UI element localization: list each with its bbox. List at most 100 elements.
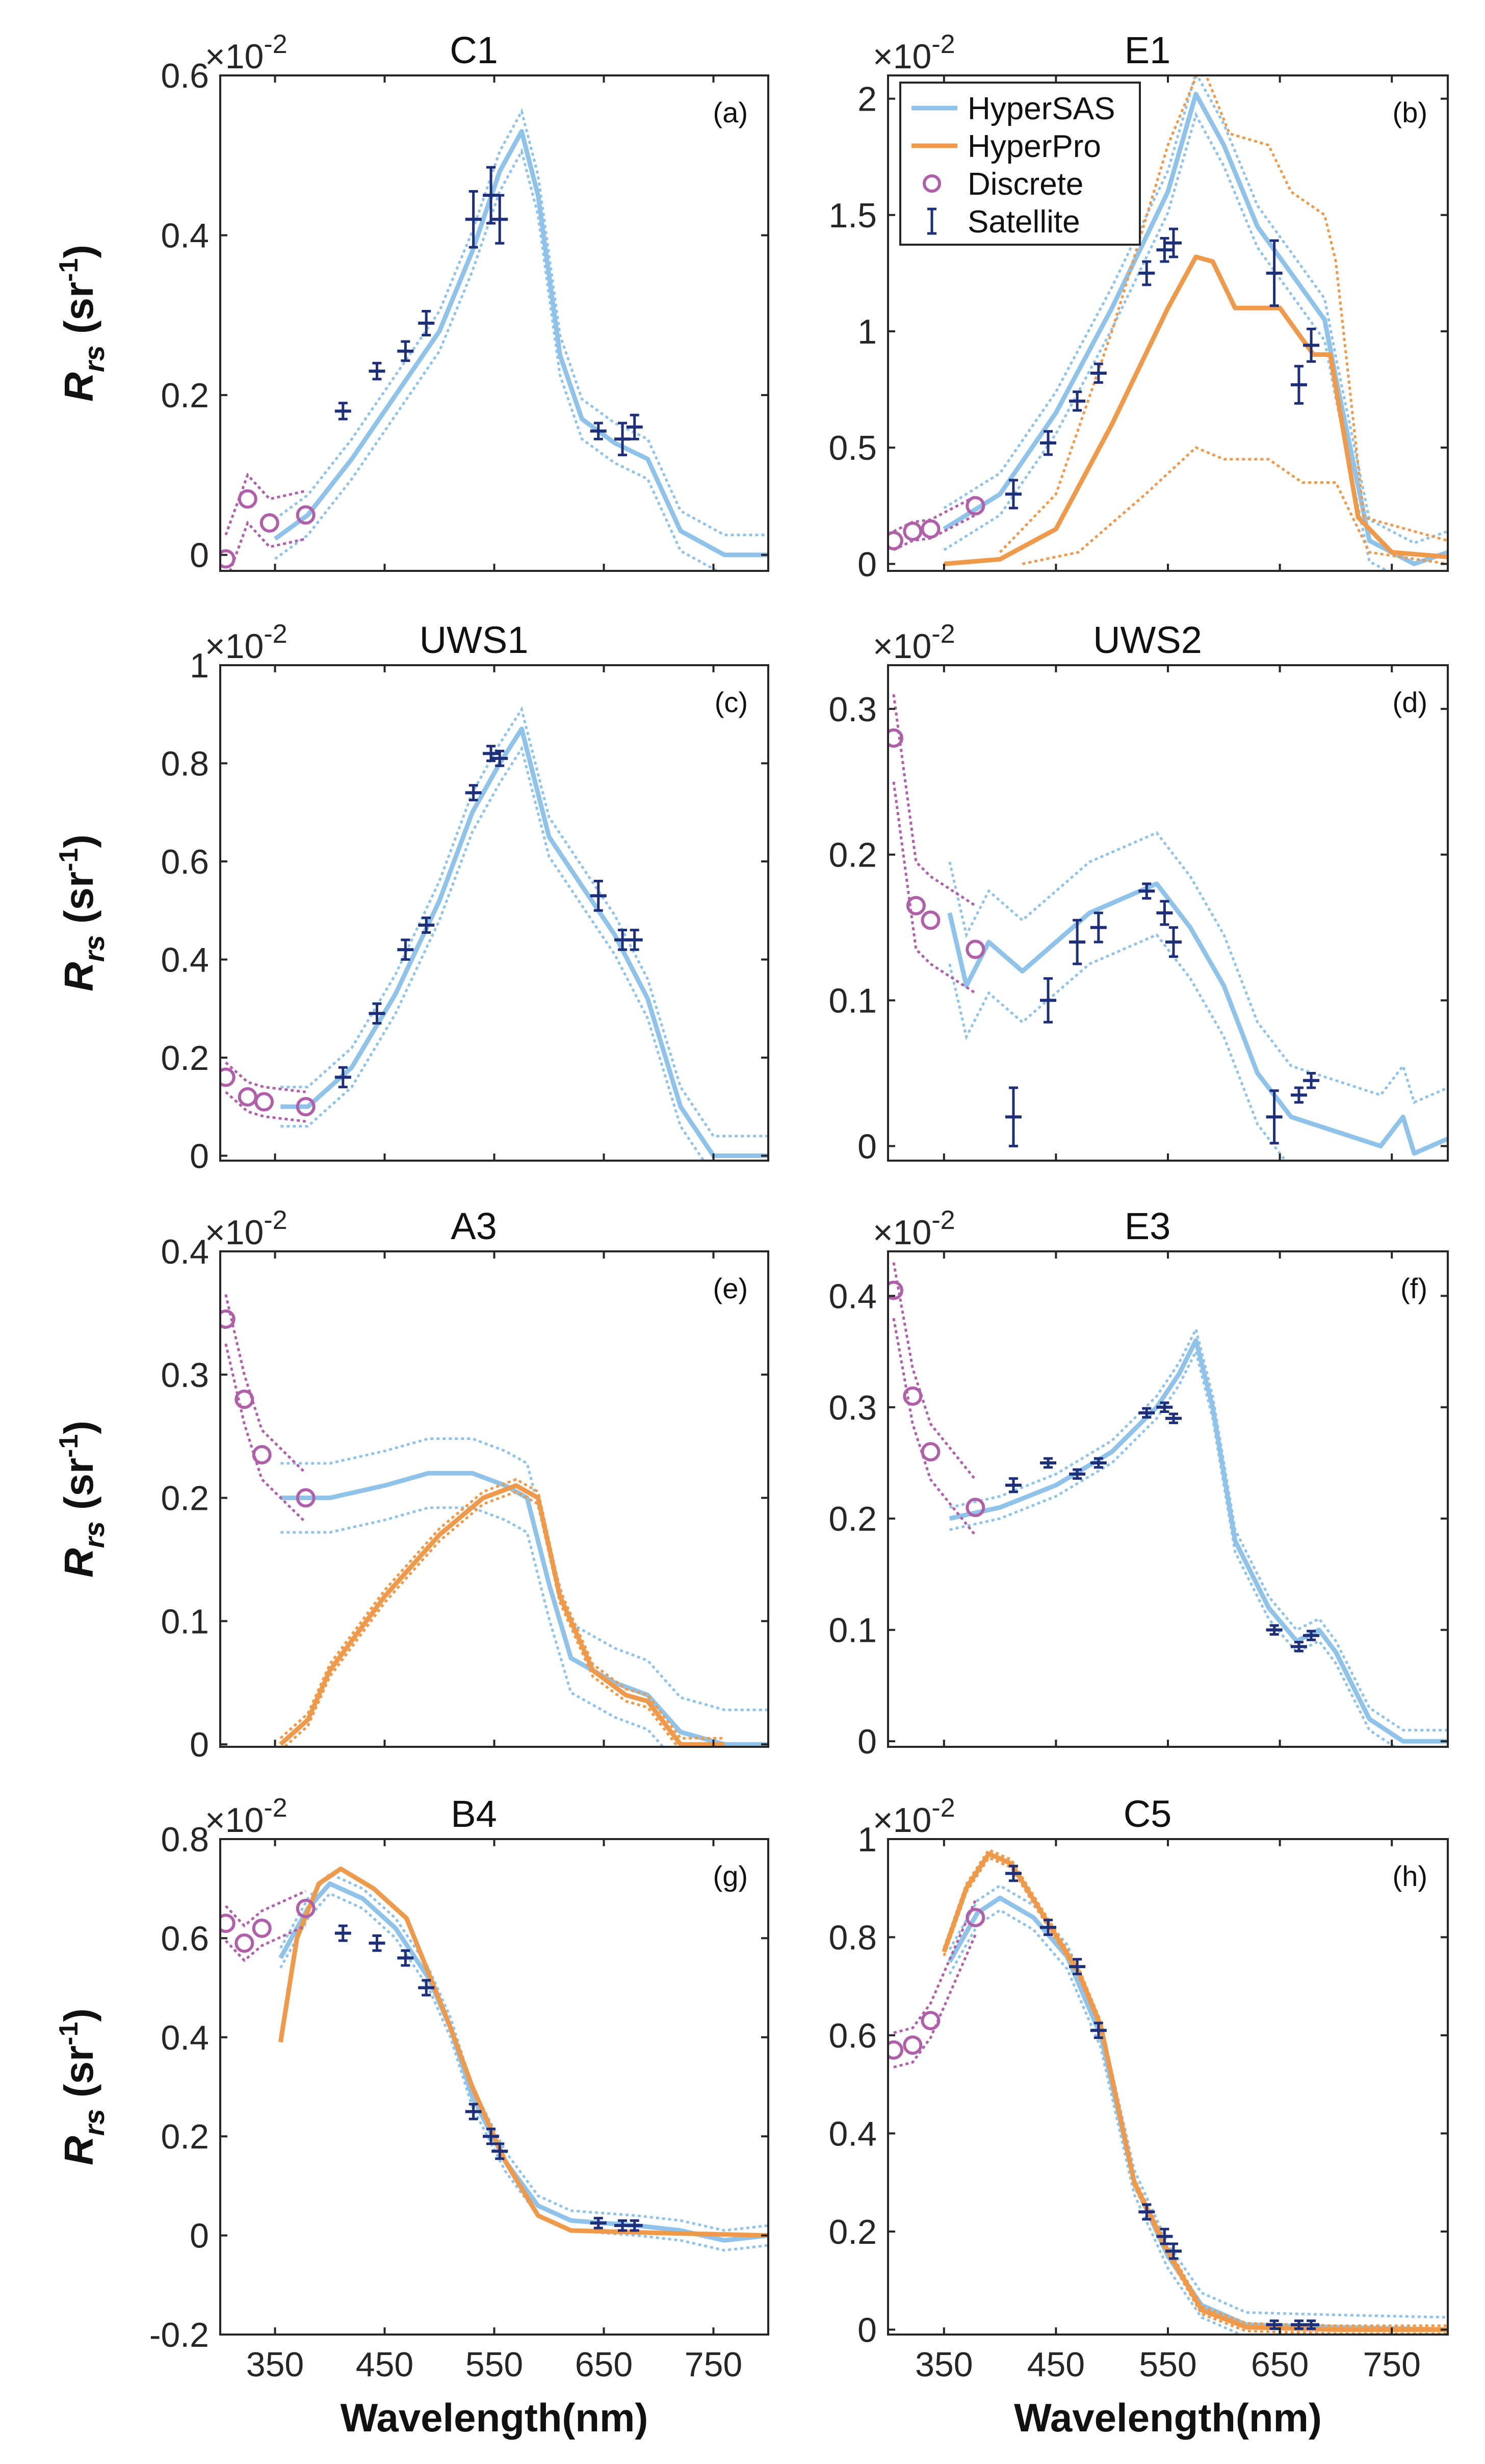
discrete-lower-line (224, 1924, 306, 1962)
satellite-point (1005, 1865, 1022, 1882)
discrete-point (252, 1918, 272, 1938)
exponent-label: ×10-2 (205, 1205, 288, 1252)
hyperpro-mean-line (944, 254, 1448, 566)
discrete-lower-line (228, 520, 306, 571)
y-axis-label-unit: (sr (56, 2046, 101, 2109)
x-tick-label: 650 (575, 2345, 633, 2384)
discrete-point (296, 1097, 316, 1117)
x-tick-label: 750 (1363, 2345, 1420, 2384)
satellite-point (491, 749, 508, 767)
panel-a: 0 0.2 0.4 0.6×10-2 C1 (a) Rrs (sr-1) (54, 29, 769, 575)
exponent-power: -2 (264, 1205, 287, 1235)
x-tick-label: 350 (246, 2345, 304, 2384)
panel-c: 0 0.2 0.4 0.6 0.8 1×10-2 UWS1 (c) Rrs (sr-1) (54, 619, 769, 1175)
legend-circle-marker (923, 174, 941, 193)
y-tick-label: 0.3 (161, 1356, 209, 1395)
exponent-power: -2 (931, 1205, 955, 1235)
y-tick-label: 0.8 (828, 1918, 877, 1957)
panel-e: 0 0.1 0.2 0.3 0.4×10-2 A3 (e) Rrs (sr-1) (54, 1205, 769, 1764)
satellite-point (1090, 1457, 1107, 1469)
y-tick-label: 0.3 (828, 1388, 877, 1427)
discrete-point (903, 521, 923, 541)
hypersas-mean-line (949, 1338, 1448, 1744)
legend-label: Discrete (968, 167, 1083, 202)
satellite-point (1090, 362, 1107, 384)
exponent-label: ×10-2 (205, 30, 288, 76)
discrete-upper-line (893, 1900, 977, 2034)
discrete-point (296, 1899, 316, 1919)
y-axis-label-close: ) (56, 834, 101, 848)
satellite-point (1138, 1407, 1155, 1419)
exponent-base: ×10 (873, 627, 931, 666)
y-axis-label-symbol: R (56, 2136, 101, 2165)
x-axis-label: Wavelength(nm) (341, 2395, 648, 2440)
panel-label: (g) (713, 1860, 748, 1892)
discrete-upper-line (225, 1061, 306, 1093)
plot-area (220, 706, 768, 1161)
y-tick-label: 0 (190, 2217, 209, 2256)
hyperpro-upper-line (279, 1478, 724, 1740)
discrete-point (259, 513, 279, 533)
panel-label: (a) (713, 96, 748, 128)
satellite-point (1040, 1457, 1057, 1469)
exponent-base: ×10 (873, 37, 931, 76)
y-axis-label-symbol: R (56, 1548, 101, 1578)
hyperpro-mean-line (278, 1866, 768, 2238)
satellite-point (1040, 977, 1057, 1024)
y-axis-label-close: ) (56, 1421, 101, 1434)
y-axis-label-close: ) (56, 245, 101, 258)
satellite-point (626, 2219, 643, 2232)
discrete-point (220, 1067, 236, 1087)
satellite-point (1156, 900, 1173, 926)
satellite-point (418, 1979, 435, 1997)
hypersas-upper-line (280, 706, 768, 1138)
hyperpro-upper-line (999, 75, 1448, 554)
y-tick-label: 0.2 (161, 1479, 209, 1518)
plot-area (888, 75, 1448, 571)
hypersas-upper-line (948, 1884, 1448, 2319)
satellite-point (1156, 237, 1173, 263)
y-tick-label: 0.4 (161, 940, 209, 979)
discrete-point (921, 519, 941, 539)
panel-label: (d) (1393, 686, 1427, 718)
exponent-power: -2 (931, 619, 955, 649)
y-tick-label: 1 (190, 646, 209, 685)
panel-title: A3 (451, 1205, 497, 1247)
exponent-base: ×10 (205, 627, 264, 666)
satellite-point (1005, 1086, 1022, 1147)
satellite-point (590, 422, 607, 440)
satellite-point (1138, 882, 1155, 900)
x-tick-label: 550 (1139, 2345, 1196, 2384)
discrete-point (235, 1933, 254, 1953)
x-tick-label: 450 (356, 2345, 413, 2384)
panel-title: UWS1 (420, 619, 529, 661)
satellite-point (369, 1934, 385, 1952)
y-axis-label-close: ) (56, 2008, 101, 2022)
exponent-base: ×10 (205, 37, 264, 76)
satellite-point (491, 2142, 508, 2160)
satellite-point (397, 340, 414, 362)
hyperpro-lower-line (282, 1490, 680, 1747)
hypersas-lower-line (948, 933, 1287, 1161)
axes-box (219, 664, 769, 1162)
exponent-power: -2 (931, 30, 955, 59)
satellite-point (491, 194, 508, 245)
y-axis-label-sup: -1 (54, 1434, 84, 1458)
panel-b: 0 0.5 1 1.5 2 ×10-2 E1 (b) HyperSASHyperProDiscr… (828, 29, 1449, 584)
satellite-point (1138, 2203, 1155, 2221)
panel-g: -0.2 0 0.2 0.4 0.6 0.8 350 450 550 650 750 ×10-2 B4 (… (54, 1793, 769, 2440)
y-tick-label: 0.2 (828, 2213, 877, 2251)
discrete-upper-line (892, 694, 976, 907)
exponent-power: -2 (931, 1793, 955, 1823)
discrete-point (921, 910, 941, 930)
satellite-point (1138, 260, 1155, 286)
exponent-power: -2 (264, 619, 287, 649)
y-tick-label: 0.8 (161, 1820, 209, 1859)
satellite-point (1266, 239, 1283, 307)
hypersas-upper-line (280, 1437, 768, 1711)
discrete-point (888, 728, 903, 748)
satellite-point (334, 1066, 351, 1089)
satellite-point (1156, 2227, 1173, 2245)
y-tick-label: -0.2 (149, 2316, 209, 2354)
